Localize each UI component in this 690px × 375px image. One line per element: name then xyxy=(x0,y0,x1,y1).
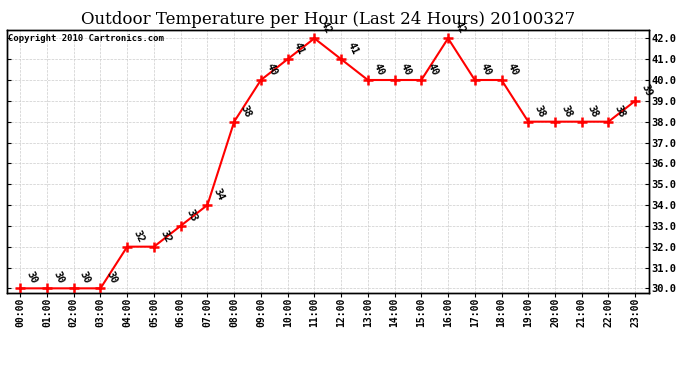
Text: 41: 41 xyxy=(345,41,359,56)
Text: 38: 38 xyxy=(613,104,627,119)
Text: 40: 40 xyxy=(506,62,520,77)
Text: 30: 30 xyxy=(51,270,66,285)
Title: Outdoor Temperature per Hour (Last 24 Hours) 20100327: Outdoor Temperature per Hour (Last 24 Ho… xyxy=(81,12,575,28)
Text: 30: 30 xyxy=(24,270,39,285)
Text: 42: 42 xyxy=(452,20,466,36)
Text: 32: 32 xyxy=(131,228,146,244)
Text: 41: 41 xyxy=(292,41,306,56)
Text: 34: 34 xyxy=(212,187,226,202)
Text: 33: 33 xyxy=(185,207,199,223)
Text: 42: 42 xyxy=(319,20,333,36)
Text: 38: 38 xyxy=(238,104,253,119)
Text: 38: 38 xyxy=(533,104,546,119)
Text: 38: 38 xyxy=(586,104,600,119)
Text: 38: 38 xyxy=(559,104,573,119)
Text: Copyright 2010 Cartronics.com: Copyright 2010 Cartronics.com xyxy=(8,34,164,43)
Text: 40: 40 xyxy=(399,62,413,77)
Text: 32: 32 xyxy=(158,228,172,244)
Text: 40: 40 xyxy=(372,62,386,77)
Text: 40: 40 xyxy=(479,62,493,77)
Text: 40: 40 xyxy=(426,62,440,77)
Text: 30: 30 xyxy=(78,270,92,285)
Text: 39: 39 xyxy=(640,82,653,98)
Text: 30: 30 xyxy=(105,270,119,285)
Text: 40: 40 xyxy=(265,62,279,77)
